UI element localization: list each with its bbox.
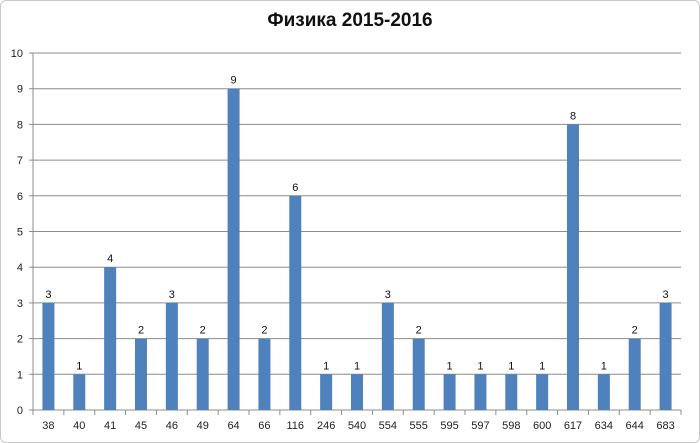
bar: [289, 195, 302, 410]
y-tick-label: 5: [17, 227, 23, 239]
bar: [73, 374, 86, 410]
data-label: 1: [601, 360, 607, 372]
x-tick-label: 49: [197, 420, 209, 432]
bar: [659, 302, 672, 410]
bar: [351, 374, 363, 410]
x-tick-label: 634: [595, 420, 613, 432]
data-label: 2: [416, 325, 422, 337]
data-labels: 3 1 4 2 3 2 9 2 6 1 1 3 2 1 1 1 1 8 1 2 3: [45, 75, 668, 373]
y-tick-label: 3: [17, 298, 23, 310]
x-tick-label: 617: [564, 420, 582, 432]
bar: [474, 374, 487, 410]
data-label: 2: [261, 325, 267, 337]
data-label: 3: [663, 289, 669, 301]
data-label: 3: [385, 289, 391, 301]
bar: [381, 302, 394, 410]
x-tick-label: 683: [656, 420, 674, 432]
bar: [567, 124, 579, 411]
x-tick-label: 554: [379, 420, 397, 432]
y-tick-label: 1: [17, 369, 23, 381]
x-tick-label: 597: [471, 420, 489, 432]
data-label: 2: [632, 325, 638, 337]
bar: [536, 374, 549, 410]
data-label: 6: [292, 182, 298, 194]
data-label: 1: [354, 360, 360, 372]
data-label: 3: [169, 289, 175, 301]
x-tick-label: 600: [533, 420, 551, 432]
bar: [320, 374, 333, 410]
y-axis: 0 1 2 3 4 5 6 7 8 9 10: [11, 48, 34, 417]
x-tick-label: 555: [410, 420, 428, 432]
x-axis: 38 40 41 45 46 49 64 66 116 246 540 554 555 595 597 598…: [32, 409, 682, 432]
x-tick-label: 540: [348, 420, 366, 432]
bar: [412, 338, 425, 410]
x-tick-label: 66: [258, 420, 270, 432]
data-label: 1: [539, 360, 545, 372]
y-tick-label: 10: [11, 48, 23, 60]
bar: [443, 374, 456, 410]
bars: [42, 88, 672, 411]
x-tick-label: 46: [166, 420, 178, 432]
data-label: 1: [447, 360, 453, 372]
data-label: 1: [76, 360, 82, 372]
bar: [196, 338, 209, 410]
y-tick-label: 2: [17, 334, 23, 346]
y-tick-label: 0: [17, 405, 23, 417]
bar: [505, 374, 518, 410]
data-label: 8: [570, 110, 576, 122]
x-tick-label: 41: [104, 420, 116, 432]
y-tick-label: 7: [17, 155, 23, 167]
chart-title: Физика 2015-2016: [267, 10, 433, 31]
x-tick-label: 40: [73, 420, 85, 432]
data-label: 4: [107, 253, 113, 265]
data-label: 1: [508, 360, 514, 372]
data-label: 1: [477, 360, 483, 372]
data-label: 3: [45, 289, 51, 301]
x-tick-label: 64: [227, 420, 239, 432]
bar: [42, 302, 55, 410]
bar: [165, 302, 178, 410]
bar: [597, 374, 610, 410]
data-label: 9: [231, 75, 237, 87]
bar: [135, 338, 147, 410]
bar: [258, 338, 271, 410]
y-tick-label: 9: [17, 84, 23, 96]
bar: [104, 267, 117, 410]
bar: [227, 88, 240, 410]
data-label: 1: [323, 360, 329, 372]
x-tick-label: 116: [287, 420, 305, 432]
x-tick-label: 246: [317, 420, 335, 432]
y-tick-label: 8: [17, 119, 23, 131]
x-tick-label: 38: [42, 420, 54, 432]
x-tick-label: 45: [135, 420, 147, 432]
x-tick-label: 598: [502, 420, 520, 432]
y-tick-label: 6: [17, 191, 23, 203]
x-tick-label: 595: [440, 420, 458, 432]
bar: [628, 338, 641, 410]
grid-lines: [33, 52, 681, 411]
data-label: 2: [138, 325, 144, 337]
y-tick-label: 4: [17, 262, 23, 274]
data-label: 2: [200, 325, 206, 337]
x-tick-label: 644: [626, 420, 644, 432]
